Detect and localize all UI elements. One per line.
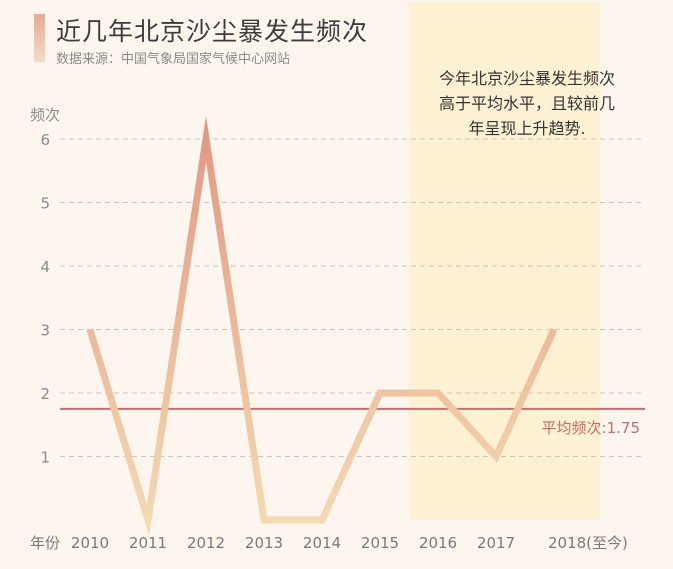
title-accent-bar xyxy=(34,14,45,62)
annotation-line: 年呈现上升趋势. xyxy=(468,119,586,138)
data-point xyxy=(146,518,150,522)
x-axis-label: 年份 xyxy=(30,534,60,552)
data-point xyxy=(378,391,382,395)
average-label: 平均频次:1.75 xyxy=(542,419,640,437)
y-tick-label: 4 xyxy=(40,258,50,276)
x-tick-label: 2015 xyxy=(361,534,399,552)
y-axis-label: 频次 xyxy=(30,106,61,124)
x-tick-label: 2013 xyxy=(245,534,283,552)
data-point xyxy=(494,455,498,459)
y-tick-label: 2 xyxy=(40,385,50,403)
data-point xyxy=(320,518,324,522)
x-tick-label: 2011 xyxy=(129,534,167,552)
x-tick-label: 2010 xyxy=(71,534,109,552)
annotation-line: 高于平均水平，且较前几 xyxy=(438,94,615,113)
x-tick-label: 2012 xyxy=(187,534,225,552)
data-point xyxy=(262,518,266,522)
x-tick-label: 2017 xyxy=(477,534,515,552)
y-tick-label: 5 xyxy=(40,195,50,213)
y-tick-label: 6 xyxy=(40,131,50,149)
data-point xyxy=(552,328,556,332)
chart-title: 近几年北京沙尘暴发生频次 xyxy=(56,17,369,46)
annotation-text: 今年北京沙尘暴发生频次 高于平均水平，且较前几 年呈现上升趋势. xyxy=(411,66,643,141)
chart-source: 数据来源：中国气象局国家气候中心网站 xyxy=(56,52,291,67)
x-tick-label: 2018(至今) xyxy=(548,534,628,552)
data-point xyxy=(436,391,440,395)
data-point xyxy=(88,328,92,332)
series-line xyxy=(86,115,558,536)
x-tick-label: 2016 xyxy=(419,534,457,552)
y-tick-label: 3 xyxy=(40,322,50,340)
annotation-line: 今年北京沙尘暴发生频次 xyxy=(438,69,615,88)
x-tick-label: 2014 xyxy=(303,534,341,552)
y-tick-label: 1 xyxy=(40,449,50,467)
data-point xyxy=(204,137,208,141)
